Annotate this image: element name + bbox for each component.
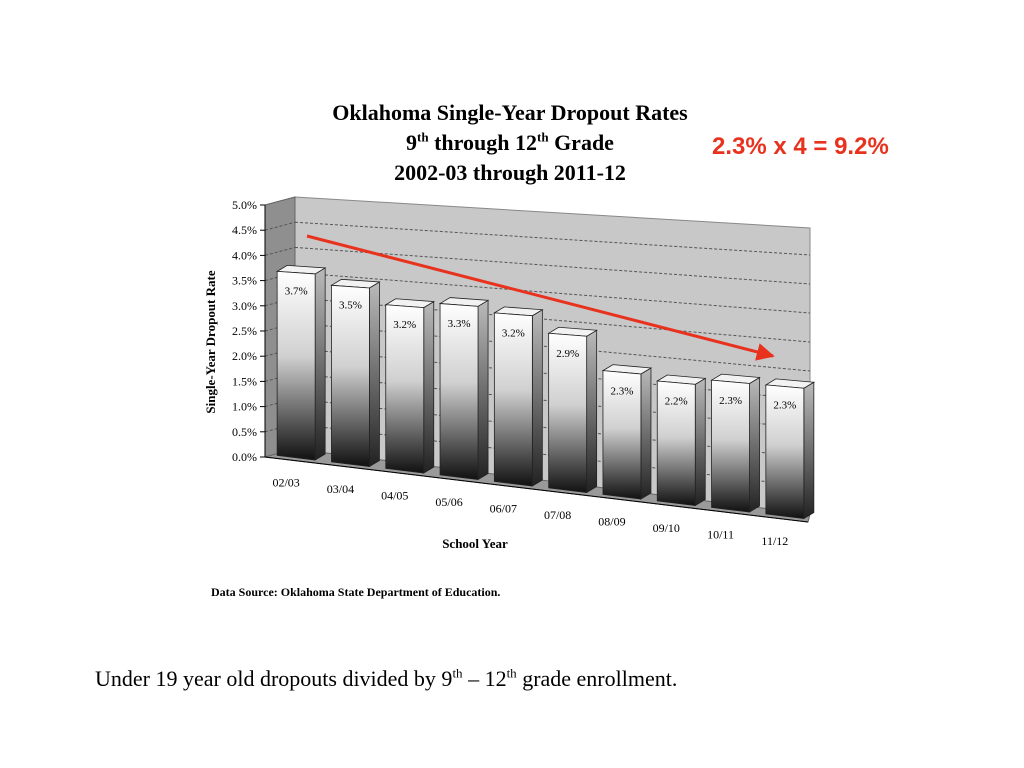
x-tick-label: 11/12 <box>761 534 788 548</box>
bar-value-label: 3.7% <box>285 286 308 298</box>
x-tick-label: 03/04 <box>327 482 354 496</box>
bar-value-label: 3.3% <box>448 318 471 330</box>
footnote-sup2: th <box>506 665 517 681</box>
chart-title-line2: 9th through 12th Grade <box>260 128 760 158</box>
y-axis-label: Single-Year Dropout Rate <box>203 270 218 413</box>
bar-side <box>423 300 435 474</box>
bar-side <box>477 299 489 481</box>
bar-09/10: 2.2% <box>655 374 707 507</box>
bar-front <box>493 312 533 487</box>
bars: 3.7% 3.5% 3.2% 3.3% 3.2% 2.9% 2.3% 2.2% 2.3% 2.3% <box>275 264 816 520</box>
bar-side <box>640 367 652 500</box>
bar-05/06: 3.3% <box>438 297 490 481</box>
bar-side <box>749 376 760 513</box>
bar-front <box>548 332 588 493</box>
x-tick-label: 04/05 <box>381 488 408 502</box>
bar-11/12: 2.3% <box>764 378 816 520</box>
x-tick-label: 09/10 <box>653 521 680 535</box>
y-tick-label: 1.5% <box>232 374 257 388</box>
bar-value-label: 2.3% <box>610 385 633 397</box>
footnote-before: Under 19 year old dropouts divided by 9 <box>95 666 453 691</box>
bar-value-label: 2.9% <box>556 348 579 360</box>
chart-title-line2-b: through 12 <box>428 130 537 155</box>
bar-front <box>656 380 696 506</box>
bar-value-label: 2.2% <box>665 396 688 408</box>
footnote-after: grade enrollment. <box>516 666 678 691</box>
y-tick-label: 0.5% <box>232 425 257 439</box>
trend-arrow <box>306 234 775 361</box>
chart-title-line2-a: 9 <box>406 130 418 155</box>
bar-side <box>314 267 326 461</box>
chart-title-line2-sup-a: th <box>417 129 429 145</box>
y-tick-label: 4.5% <box>232 223 257 237</box>
bar-side <box>531 309 543 487</box>
bar-front <box>602 370 642 500</box>
bar-front <box>439 303 479 480</box>
bar-value-label: 3.2% <box>502 327 525 339</box>
gridline-side <box>264 221 296 231</box>
y-tick-label: 2.5% <box>232 324 257 338</box>
x-tick-label: 10/11 <box>707 527 734 541</box>
bar-front <box>711 379 750 513</box>
footnote-mid: – 12 <box>462 666 507 691</box>
chart-title-line2-sup-b: th <box>537 129 549 145</box>
gridline <box>294 221 811 256</box>
y-tick-label: 3.5% <box>232 274 257 288</box>
bar-07/08: 2.9% <box>547 326 598 494</box>
bar-value-label: 3.2% <box>393 319 416 331</box>
x-tick-label: 08/09 <box>598 514 625 528</box>
x-tick-label: 07/08 <box>544 508 571 522</box>
gridline <box>294 272 811 314</box>
bar-value-label: 2.3% <box>773 400 796 412</box>
bar-front <box>385 304 425 474</box>
bar-02/03: 3.7% <box>275 264 327 461</box>
bar-08/09: 2.3% <box>601 364 653 500</box>
x-axis: 02/03 03/04 04/05 05/06 06/07 07/08 08/09 09/10… <box>264 456 809 548</box>
y-tick-label: 1.0% <box>232 400 257 414</box>
y-tick-label: 2.0% <box>232 349 257 363</box>
bar-10/11: 2.3% <box>710 373 761 513</box>
bar-front <box>276 270 316 461</box>
y-tick-label: 0.0% <box>232 450 257 464</box>
x-tick-label: 05/06 <box>435 495 462 509</box>
chart-title-line1: Oklahoma Single-Year Dropout Rates <box>332 100 688 125</box>
x-tick-label: 02/03 <box>272 475 299 489</box>
bar-04/05: 3.2% <box>384 298 436 474</box>
chart-title-line2-c: Grade <box>548 130 614 155</box>
y-tick-label: 5.0% <box>232 198 257 212</box>
footnote-sup1: th <box>452 665 463 681</box>
x-axis-line <box>264 456 809 523</box>
bar-front <box>331 284 370 467</box>
bar-value-label: 3.5% <box>339 300 362 312</box>
x-tick-label: 06/07 <box>490 501 517 515</box>
gridline <box>294 297 811 343</box>
bar-03/04: 3.5% <box>330 278 381 468</box>
bar-chart: 0.0% 0.5% 1.0% 1.5% 2.0% 2.5% 3.0% 3.5% 4.0% 4.5%… <box>203 196 816 551</box>
bar-side <box>694 377 706 507</box>
bar-side <box>803 381 815 520</box>
y-tick-label: 4.0% <box>232 248 257 262</box>
x-axis-label: School Year <box>442 536 508 551</box>
bar-value-label: 2.3% <box>719 395 742 407</box>
chart-title: Oklahoma Single-Year Dropout Rates 9th t… <box>260 98 760 188</box>
bar-side <box>586 329 598 494</box>
y-tick-label: 3.0% <box>232 299 257 313</box>
data-source: Data Source: Oklahoma State Department o… <box>211 585 501 599</box>
footnote: Under 19 year old dropouts divided by 9t… <box>95 666 677 692</box>
bar-side <box>369 281 380 468</box>
gridline <box>294 322 811 372</box>
bar-front <box>765 384 805 519</box>
callout-text: 2.3% x 4 = 9.2% <box>712 133 889 160</box>
chart-title-line3: 2002-03 through 2011-12 <box>394 160 626 185</box>
y-axis: 0.0% 0.5% 1.0% 1.5% 2.0% 2.5% 3.0% 3.5% 4.0% 4.5%… <box>232 198 266 464</box>
bar-06/07: 3.2% <box>493 306 544 487</box>
gridline-side <box>264 246 296 256</box>
